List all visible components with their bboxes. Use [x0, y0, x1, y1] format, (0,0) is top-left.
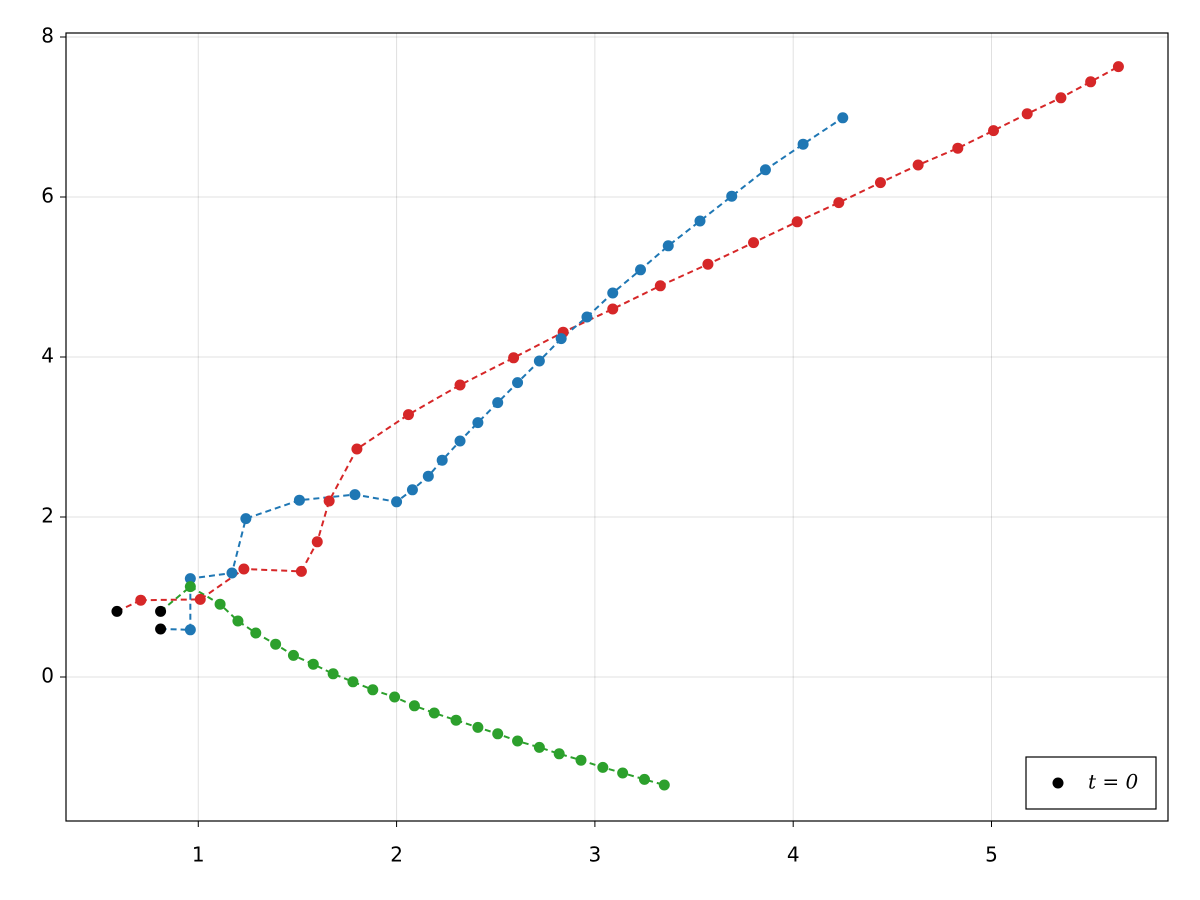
point [295, 565, 307, 577]
point [454, 379, 466, 391]
point [351, 443, 363, 455]
point [833, 197, 845, 209]
point [533, 355, 545, 367]
x-tick-label: 3 [589, 843, 602, 867]
point [327, 668, 339, 680]
point [1055, 92, 1067, 104]
point [194, 593, 206, 605]
point [617, 767, 629, 779]
point [184, 573, 196, 585]
point [607, 303, 619, 315]
legend-marker [1052, 777, 1064, 789]
point [512, 377, 524, 389]
point [508, 352, 520, 364]
point [1112, 61, 1124, 73]
point [702, 258, 714, 270]
x-tick-label: 4 [787, 843, 800, 867]
point [184, 624, 196, 636]
legend-label: t = 0 [1088, 770, 1139, 794]
point [349, 489, 361, 501]
series-line [140, 65, 1119, 602]
point [232, 615, 244, 627]
point [987, 125, 999, 137]
point [726, 190, 738, 202]
point [874, 177, 886, 189]
x-tick-label: 1 [192, 843, 205, 867]
point [694, 215, 706, 227]
point [512, 735, 524, 747]
y-tick-label: 8 [41, 24, 54, 48]
point [1085, 76, 1097, 88]
point [428, 707, 440, 719]
point [135, 594, 147, 606]
point [240, 513, 252, 525]
point [155, 605, 167, 617]
point [226, 567, 238, 579]
point [952, 142, 964, 154]
point [837, 112, 849, 124]
point [1021, 108, 1033, 120]
point [472, 417, 484, 429]
point [408, 700, 420, 712]
point [347, 676, 359, 688]
point [634, 264, 646, 276]
y-tick-label: 0 [41, 664, 54, 688]
point [436, 454, 448, 466]
point [402, 409, 414, 421]
point [759, 164, 771, 176]
legend-box [1025, 756, 1157, 810]
point [492, 728, 504, 740]
point [654, 280, 666, 292]
point [311, 536, 323, 548]
point [553, 748, 565, 760]
point [450, 714, 462, 726]
y-tick-label: 4 [41, 344, 54, 368]
point [406, 484, 418, 496]
plot-frame [65, 32, 1169, 822]
point [307, 658, 319, 670]
point [270, 638, 282, 650]
start-connector [159, 585, 191, 613]
point [581, 311, 593, 323]
point [454, 435, 466, 447]
point [389, 691, 401, 703]
point [575, 754, 587, 766]
point [662, 240, 674, 252]
legend: t = 0 [1025, 756, 1157, 810]
point [184, 581, 196, 593]
point [607, 287, 619, 299]
point [391, 496, 403, 508]
point [422, 470, 434, 482]
point [797, 138, 809, 150]
point [533, 741, 545, 753]
point [748, 237, 760, 249]
point [555, 333, 567, 345]
point [472, 721, 484, 733]
point [293, 494, 305, 506]
point [492, 397, 504, 409]
point [155, 623, 167, 635]
point [287, 649, 299, 661]
point [597, 761, 609, 773]
point [912, 159, 924, 171]
y-tick-label: 2 [41, 504, 54, 528]
x-tick-label: 5 [985, 843, 998, 867]
point [638, 773, 650, 785]
series-line [189, 585, 665, 786]
point [323, 495, 335, 507]
point [111, 605, 123, 617]
point [238, 563, 250, 575]
x-tick-label: 2 [390, 843, 403, 867]
y-tick-label: 6 [41, 184, 54, 208]
point [367, 684, 379, 696]
point [658, 779, 670, 791]
point [791, 216, 803, 228]
point [250, 627, 262, 639]
series-line [189, 116, 844, 630]
point [214, 598, 226, 610]
